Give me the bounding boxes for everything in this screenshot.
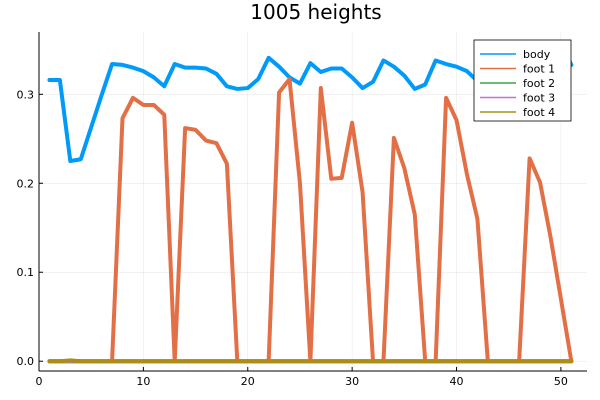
y-tick-label: 0.0 <box>17 355 35 368</box>
x-tick-label: 10 <box>136 375 150 388</box>
y-tick-label: 0.3 <box>17 88 35 101</box>
tick-labels: 0 10 20 30 40 50 0.0 0.1 0.2 0.3 <box>17 88 568 388</box>
series-layer <box>47 40 574 364</box>
legend-label: body <box>523 48 551 61</box>
series-line-foot-1 <box>47 77 574 364</box>
chart-title: 1005 heights <box>250 0 381 24</box>
legend-label: foot 1 <box>523 63 555 76</box>
x-tick-label: 20 <box>241 375 255 388</box>
legend-label: foot 2 <box>523 77 555 90</box>
y-tick-label: 0.2 <box>17 177 35 190</box>
x-tick-label: 30 <box>345 375 359 388</box>
x-tick-label: 0 <box>36 375 43 388</box>
axes <box>38 32 587 372</box>
legend-label: foot 3 <box>523 92 555 105</box>
y-tick-label: 0.1 <box>17 266 35 279</box>
x-tick-label: 40 <box>450 375 464 388</box>
x-tick-label: 50 <box>554 375 568 388</box>
legend-label: foot 4 <box>523 106 555 119</box>
series-line-foot-4 <box>47 358 574 364</box>
